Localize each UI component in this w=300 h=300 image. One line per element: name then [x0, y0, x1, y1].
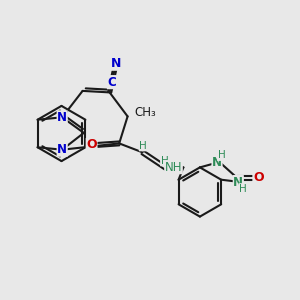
Text: CH₃: CH₃: [134, 106, 156, 119]
Text: H: H: [218, 150, 225, 161]
Text: N: N: [233, 176, 243, 189]
Text: N: N: [57, 143, 67, 156]
Text: N: N: [212, 155, 222, 169]
Text: N: N: [57, 111, 67, 124]
Text: NH: NH: [165, 160, 182, 174]
Text: N: N: [111, 57, 121, 70]
Text: O: O: [253, 171, 264, 184]
Text: O: O: [86, 138, 97, 152]
Text: C: C: [107, 76, 116, 88]
Text: H: H: [239, 184, 247, 194]
Text: H: H: [139, 141, 147, 151]
Text: H: H: [160, 156, 168, 166]
